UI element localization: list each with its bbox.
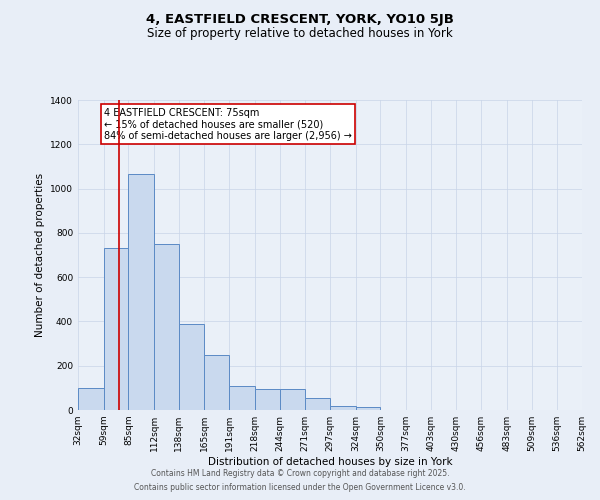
Text: Contains HM Land Registry data © Crown copyright and database right 2025.: Contains HM Land Registry data © Crown c… [151, 468, 449, 477]
Bar [280, 389, 305, 410]
Bar [179, 324, 205, 410]
Bar [305, 398, 330, 410]
Y-axis label: Number of detached properties: Number of detached properties [35, 173, 44, 337]
Bar [330, 406, 356, 410]
Text: Size of property relative to detached houses in York: Size of property relative to detached ho… [147, 28, 453, 40]
Text: Contains public sector information licensed under the Open Government Licence v3: Contains public sector information licen… [134, 484, 466, 492]
Bar [154, 244, 179, 410]
Bar [229, 386, 255, 410]
Bar [205, 355, 229, 410]
X-axis label: Distribution of detached houses by size in York: Distribution of detached houses by size … [208, 457, 452, 467]
Bar [255, 389, 280, 410]
Bar [128, 174, 154, 410]
Text: 4 EASTFIELD CRESCENT: 75sqm
← 15% of detached houses are smaller (520)
84% of se: 4 EASTFIELD CRESCENT: 75sqm ← 15% of det… [104, 108, 352, 141]
Text: 4, EASTFIELD CRESCENT, YORK, YO10 5JB: 4, EASTFIELD CRESCENT, YORK, YO10 5JB [146, 12, 454, 26]
Bar [78, 388, 104, 410]
Bar [356, 406, 380, 410]
Bar [104, 248, 128, 410]
